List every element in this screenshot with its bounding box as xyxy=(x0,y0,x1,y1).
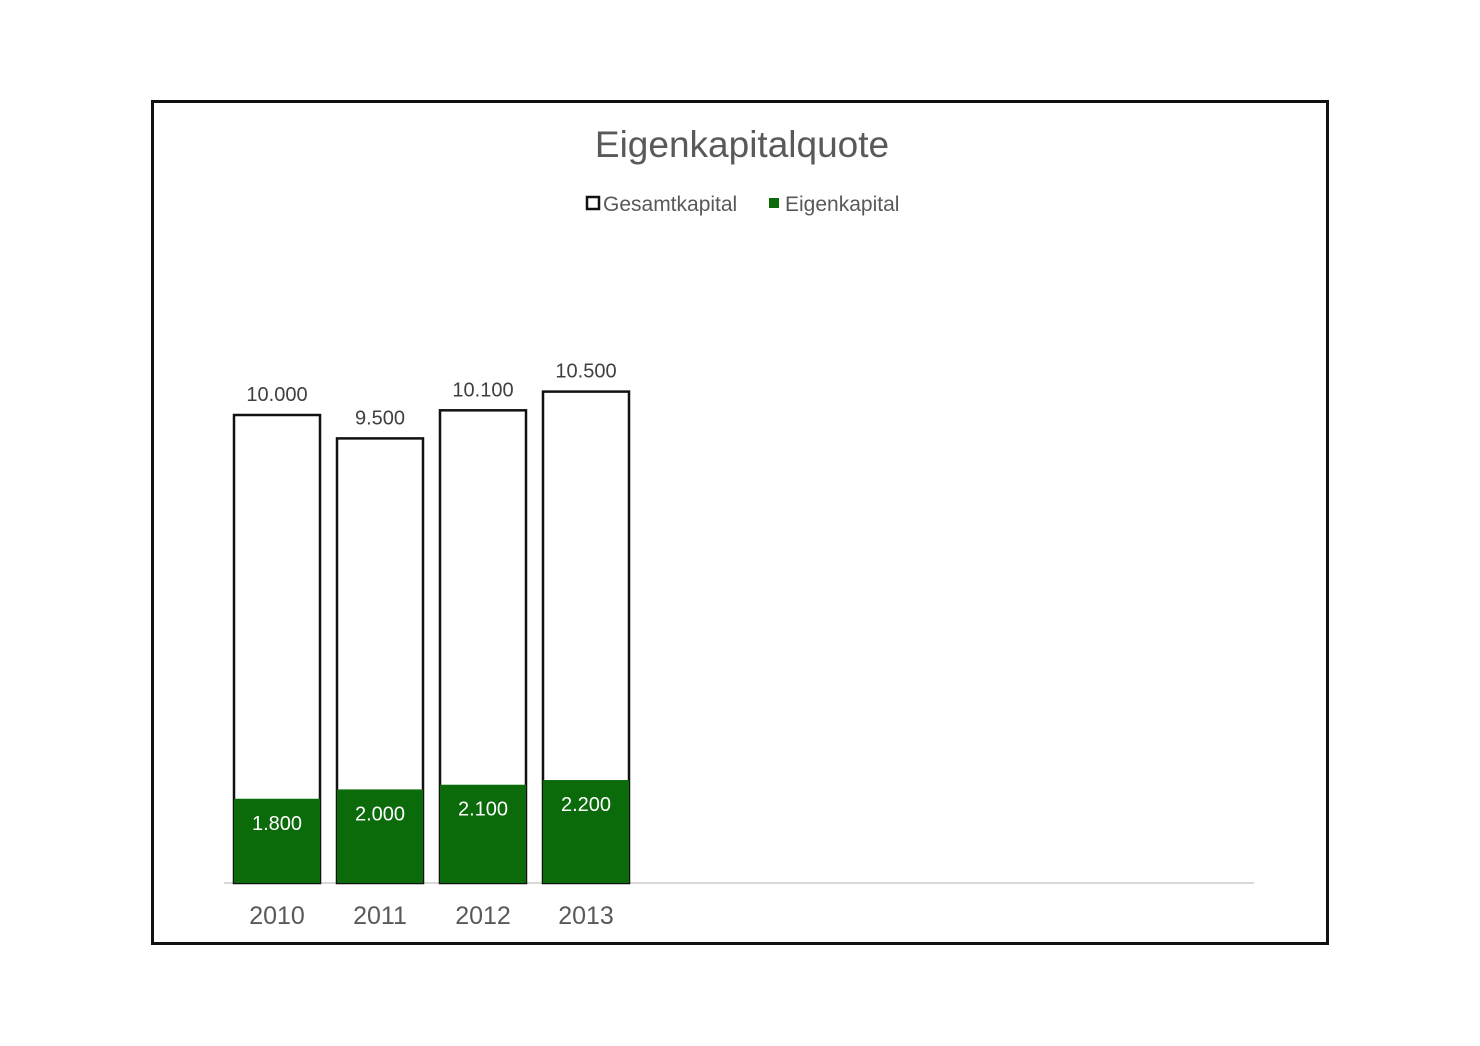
data-label-gesamtkapital-2010: 10.000 xyxy=(246,384,307,406)
bar-eigenkapital-2010 xyxy=(234,798,320,883)
x-tick-label-2011: 2011 xyxy=(353,902,407,930)
legend-swatch-eigenkapital xyxy=(769,198,779,208)
data-label-eigenkapital-2010: 1.800 xyxy=(252,813,302,835)
bar-eigenkapital-2012 xyxy=(440,784,526,883)
chart-frame: Eigenkapitalquote Gesamtkapital Eigenkap… xyxy=(151,100,1329,945)
data-label-gesamtkapital-2011: 9.500 xyxy=(355,407,405,429)
x-tick-label-2013: 2013 xyxy=(558,902,614,930)
x-tick-label-2012: 2012 xyxy=(455,902,511,930)
legend: Gesamtkapital Eigenkapital xyxy=(585,193,899,216)
data-label-eigenkapital-2012: 2.100 xyxy=(458,799,508,821)
legend-label-eigenkapital: Eigenkapital xyxy=(785,193,899,216)
legend-label-gesamtkapital: Gesamtkapital xyxy=(603,193,737,216)
data-label-gesamtkapital-2012: 10.100 xyxy=(452,379,513,401)
bar-eigenkapital-2013 xyxy=(543,780,629,883)
chart-svg: Eigenkapitalquote Gesamtkapital Eigenkap… xyxy=(224,124,1254,930)
chart-title: Eigenkapitalquote xyxy=(595,124,889,165)
bar-eigenkapital-2011 xyxy=(337,789,423,883)
data-labels: 10.000 1.800 9.500 2.000 10.100 2.100 10.500 2.… xyxy=(246,361,616,835)
data-label-gesamtkapital-2013: 10.500 xyxy=(555,361,616,383)
bars xyxy=(232,390,631,885)
data-label-eigenkapital-2013: 2.200 xyxy=(561,794,611,816)
x-axis-ticks: 2010 2011 2012 2013 xyxy=(249,902,614,930)
data-label-eigenkapital-2011: 2.000 xyxy=(355,803,405,825)
legend-swatch-gesamtkapital xyxy=(585,195,601,211)
x-tick-label-2010: 2010 xyxy=(249,902,305,930)
